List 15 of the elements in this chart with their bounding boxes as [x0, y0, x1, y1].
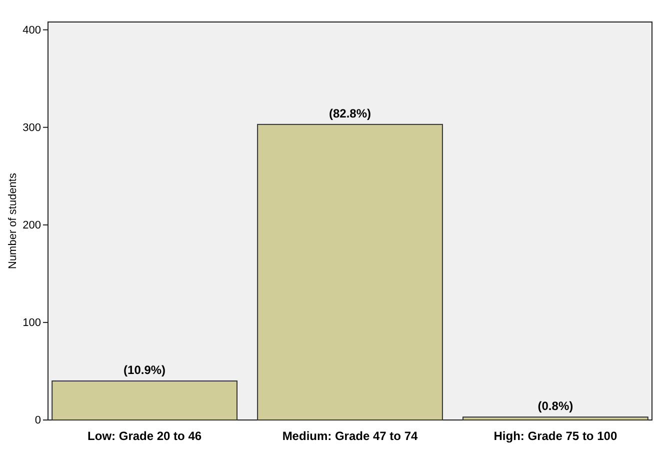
y-tick-label: 200: [22, 219, 41, 232]
annotation: (0.8%): [538, 399, 574, 414]
y-tick-label: 400: [22, 24, 41, 36]
annotation: (10.9%): [124, 362, 166, 377]
y-tick-label: 300: [22, 122, 41, 134]
bar: [52, 380, 238, 420]
x-tick-label: High: Grade 75 to 100: [494, 429, 618, 443]
bar: [462, 416, 648, 420]
x-tick-label: Medium: Grade 47 to 74: [282, 429, 418, 443]
x-tick-label: Low: Grade 20 to 46: [88, 429, 202, 443]
annotation: (82.8%): [328, 106, 372, 120]
y-tick-label: 0: [34, 414, 41, 427]
y-tick-label: 100: [22, 316, 41, 329]
bar: [257, 124, 443, 420]
y-axis-title: Number of students: [7, 172, 19, 269]
